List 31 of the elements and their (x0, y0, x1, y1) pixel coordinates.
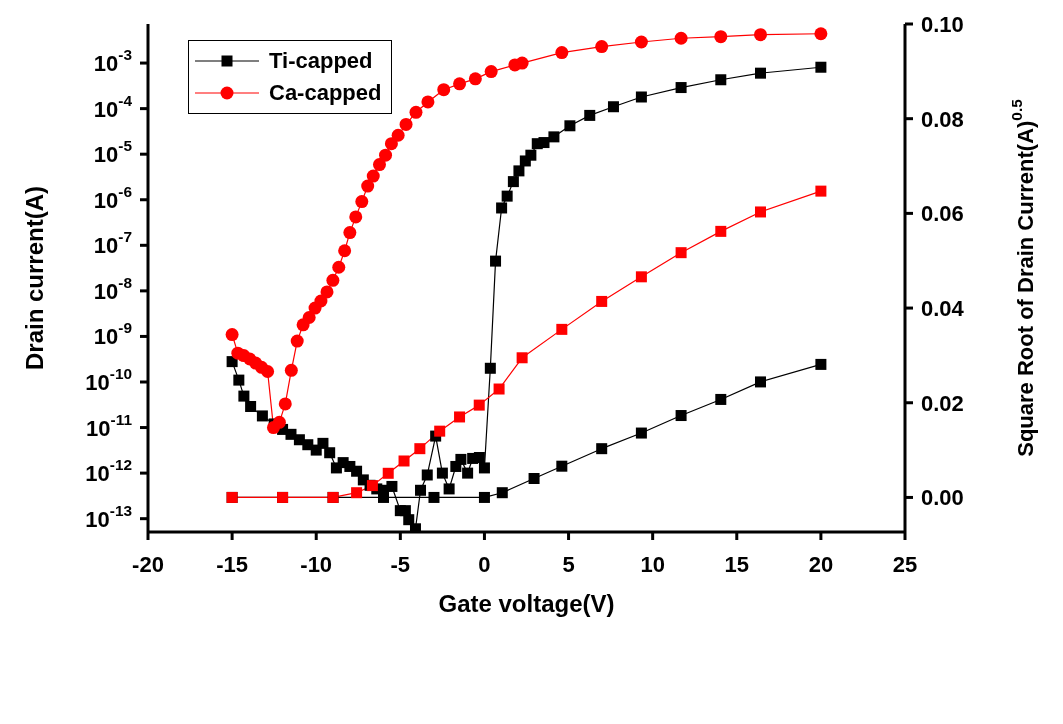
y-axis-title: Drain current(A) (20, 185, 48, 371)
x-tick-label: -20 (132, 551, 164, 577)
y2-tick-label: 0.00 (921, 484, 964, 510)
y-tick-label: 10$^{-5}$ (93, 137, 133, 167)
y2-tick-label: 0.06 (921, 200, 964, 226)
x-tick-label: 10 (640, 551, 665, 577)
y-tick-label: 10$^{-6}$ (93, 182, 132, 213)
x-axis-title: Gate voltage(V) (438, 590, 615, 617)
x-tick-label: 25 (892, 551, 918, 577)
y-tick-label: 10$^{-9}$ (93, 319, 132, 349)
x-tick-label: 5 (562, 551, 575, 577)
x-tick-label: 15 (724, 551, 750, 577)
y2-tick-label: 0.04 (921, 295, 965, 321)
y-tick-label: 10$^{-11}$ (86, 410, 133, 441)
y-tick-label: 10$^{-4}$ (93, 91, 133, 122)
y-tick-label: 10$^{-10}$ (85, 364, 132, 395)
y2-tick-label: 0.02 (921, 390, 964, 416)
y2-tick-label: 0.10 (921, 11, 964, 37)
y-tick-label: 10$^{-7}$ (93, 228, 132, 258)
x-tick-label: 0 (478, 551, 491, 577)
x-tick-label: -15 (216, 551, 249, 577)
y-tick-label: 10$^{-8}$ (93, 273, 133, 304)
y-tick-label: 10$^{-12}$ (85, 456, 132, 486)
y-tick-label: 10$^{-3}$ (93, 46, 132, 76)
x-tick-label: 20 (808, 551, 834, 577)
legend-label: Ca-capped (269, 80, 382, 106)
y-tick-label: 10$^{-13}$ (85, 501, 132, 532)
x-tick-label: -10 (300, 551, 333, 577)
x-tick-label: -5 (390, 551, 411, 577)
y2-tick-label: 0.08 (921, 106, 964, 132)
legend-label: Ti-capped (269, 48, 373, 74)
